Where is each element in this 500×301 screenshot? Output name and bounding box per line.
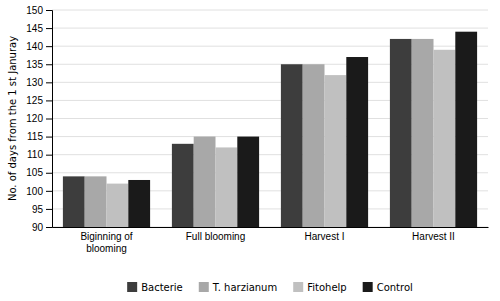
bar xyxy=(434,50,456,227)
bar-series xyxy=(85,39,434,227)
bar xyxy=(455,32,477,227)
tick-mark xyxy=(46,46,52,47)
legend-item: Control xyxy=(363,282,413,293)
tick-mark xyxy=(46,100,52,101)
bar xyxy=(390,39,412,227)
tick-label: 125 xyxy=(26,95,43,106)
tick-label: 140 xyxy=(26,41,43,52)
tick-mark xyxy=(46,10,52,11)
bar xyxy=(216,147,238,227)
y-axis-title: No. of days from the 1 st Januray xyxy=(7,36,18,201)
legend: Bacterie T. harzianum Fitohelp Control xyxy=(127,282,413,293)
legend-item: Fitohelp xyxy=(293,282,346,293)
tick-mark xyxy=(46,28,52,29)
grid-line xyxy=(52,10,488,11)
tick-mark xyxy=(46,191,52,192)
tick-mark xyxy=(46,209,52,210)
tick-label: 110 xyxy=(27,149,43,160)
bar-series xyxy=(128,32,477,227)
tick: 140 xyxy=(26,41,52,52)
plot: 90 95 100 105 110 115 120 125 130 135 140 145 150 Big… xyxy=(26,5,488,301)
bar xyxy=(107,184,129,227)
legend-label: Control xyxy=(377,282,413,293)
bar xyxy=(346,57,368,227)
bar xyxy=(237,137,259,227)
bar-series xyxy=(107,50,456,227)
bar xyxy=(128,180,150,227)
axis-line xyxy=(46,11,53,228)
legend-item: Bacterie xyxy=(127,282,183,293)
bar xyxy=(85,176,107,227)
tick-label: 145 xyxy=(26,23,43,34)
tick-label: 95 xyxy=(32,204,44,215)
legend-label: Fitohelp xyxy=(307,282,346,293)
tick-label: Harvest II xyxy=(412,231,455,242)
tick-mark xyxy=(46,155,52,156)
tick-label: 150 xyxy=(26,5,43,16)
tick: Full blooming xyxy=(186,227,245,242)
tick-mark xyxy=(46,137,52,138)
tick: 120 xyxy=(26,113,52,124)
tick: 125 xyxy=(26,95,52,106)
legend-swatch xyxy=(363,282,373,292)
bar xyxy=(412,39,434,227)
tick-label: 120 xyxy=(26,113,43,124)
grid-line xyxy=(52,28,488,29)
bar-series xyxy=(63,39,412,227)
tick: 110 xyxy=(27,149,52,160)
tick: 145 xyxy=(26,23,52,34)
tick-label: 105 xyxy=(26,167,43,178)
tick: 115 xyxy=(27,131,52,142)
tick-label: Full blooming xyxy=(186,231,245,242)
tick-mark xyxy=(46,119,52,120)
tick: 95 xyxy=(32,204,52,215)
tick: 150 xyxy=(26,5,52,16)
tick-label: 100 xyxy=(26,186,43,197)
bar xyxy=(63,176,85,227)
tick-mark xyxy=(46,227,52,228)
tick: Harvest I xyxy=(304,227,344,242)
tick-label: 90 xyxy=(32,222,44,233)
tick: 100 xyxy=(26,186,52,197)
tick: Biginning ofblooming xyxy=(80,227,132,254)
tick-label: 115 xyxy=(27,131,43,142)
legend-item: T. harzianum xyxy=(199,282,277,293)
bar xyxy=(303,64,325,227)
tick: Harvest II xyxy=(412,227,455,242)
legend-label: Bacterie xyxy=(141,282,183,293)
tick-mark xyxy=(46,173,52,174)
tick-mark xyxy=(46,82,52,83)
bar xyxy=(325,75,347,227)
bar xyxy=(194,137,216,227)
bar xyxy=(281,64,303,227)
tick: 130 xyxy=(26,77,52,88)
bar xyxy=(172,144,194,227)
tick-label: 130 xyxy=(26,77,43,88)
legend-label: T. harzianum xyxy=(212,282,277,293)
bars xyxy=(63,32,477,227)
tick: 105 xyxy=(26,167,52,178)
legend-swatch xyxy=(127,282,137,292)
y-axis: 90 95 100 105 110 115 120 125 130 135 140 145 150 xyxy=(26,5,52,233)
tick: 90 xyxy=(32,222,52,233)
chart: 90 95 100 105 110 115 120 125 130 135 140 145 150 Big… xyxy=(0,0,500,301)
tick: 135 xyxy=(26,59,52,70)
legend-swatch xyxy=(199,282,209,292)
tick-label: Harvest I xyxy=(304,231,344,242)
tick-mark xyxy=(46,64,52,65)
axis-line xyxy=(53,227,489,228)
tick-label: Biginning ofblooming xyxy=(80,231,132,254)
x-axis: Biginning ofblooming Full blooming Harvest… xyxy=(53,227,489,254)
legend-swatch xyxy=(293,282,303,292)
tick-label: 135 xyxy=(26,59,43,70)
